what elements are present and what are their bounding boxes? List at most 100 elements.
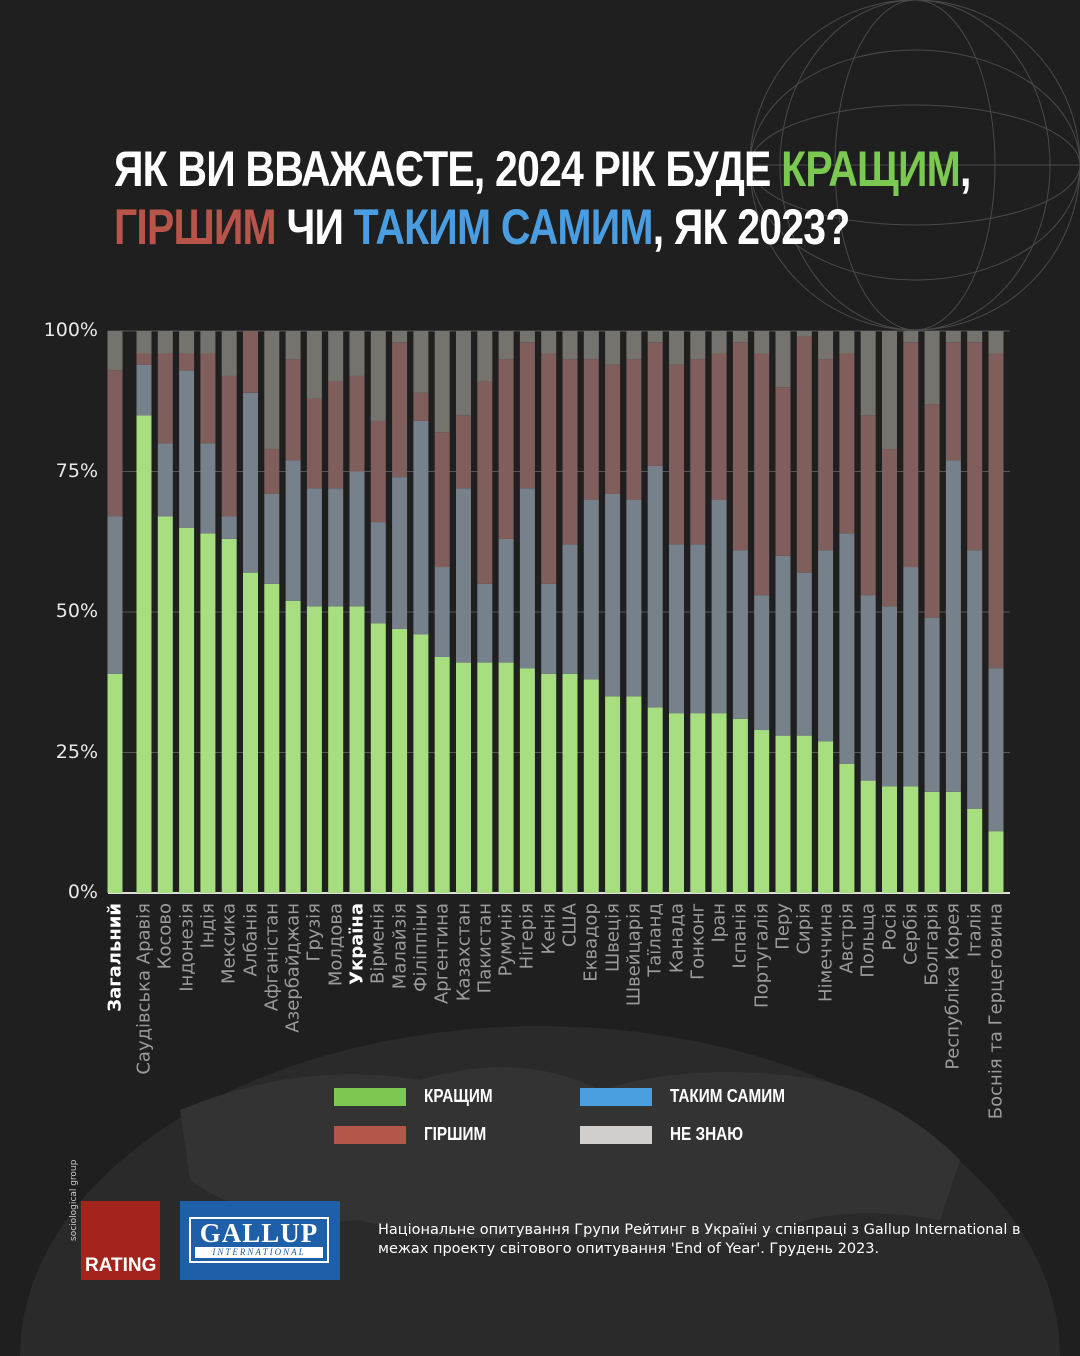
bar-segment-worse bbox=[243, 331, 258, 393]
bar-segment-dont-know bbox=[136, 331, 152, 354]
bar-segment-same bbox=[711, 499, 727, 714]
legend-swatch-worse bbox=[334, 1125, 406, 1144]
bar-segment-same bbox=[306, 488, 322, 607]
x-category-label: Вірменія bbox=[367, 903, 389, 985]
x-category-label: Казахстан bbox=[453, 903, 474, 1002]
x-category-label: Португалія bbox=[751, 903, 773, 1008]
bar-segment-worse bbox=[583, 359, 599, 500]
bar-segment-better bbox=[711, 713, 727, 893]
x-category-label: Таїланд bbox=[644, 903, 666, 977]
bar-segment-dont-know bbox=[157, 331, 173, 354]
bar-segment-dont-know bbox=[967, 331, 983, 343]
bar-segment-dont-know bbox=[221, 331, 237, 376]
bar-segment-same bbox=[107, 516, 123, 674]
bar-segment-better bbox=[456, 662, 471, 893]
bar-segment-dont-know bbox=[903, 331, 919, 343]
bar-segment-better bbox=[136, 415, 152, 893]
bar-segment-better bbox=[243, 572, 258, 893]
bar-segment-same bbox=[179, 370, 195, 528]
x-category-label: Австрія bbox=[836, 903, 858, 974]
x-category-label: Афганістан bbox=[261, 903, 283, 1012]
legend-swatch-dont-know bbox=[580, 1125, 652, 1144]
bar-segment-same bbox=[924, 617, 940, 792]
bar-segment-dont-know bbox=[413, 331, 429, 393]
bar-segment-same bbox=[647, 465, 663, 708]
bar-segment-same bbox=[669, 544, 684, 714]
bar-segment-same bbox=[754, 595, 770, 731]
bar-segment-same bbox=[498, 538, 514, 663]
legend-swatch-same bbox=[580, 1087, 652, 1106]
title-worse-word: ГІРШИМ bbox=[114, 199, 277, 255]
x-category-label: Румунія bbox=[495, 903, 517, 977]
bar-segment-same bbox=[349, 471, 365, 607]
x-category-label: Республіка Корея bbox=[942, 903, 964, 1070]
bar-segment-dont-know bbox=[434, 331, 450, 433]
x-category-label: Болгарія bbox=[921, 903, 943, 986]
bar-segment-worse bbox=[456, 415, 471, 489]
bar-segment-same bbox=[541, 583, 557, 674]
bar-segment-worse bbox=[392, 342, 408, 478]
bar-segment-worse bbox=[157, 353, 173, 444]
bar-segment-better bbox=[626, 696, 642, 893]
x-category-label: Боснія та Герцеговина bbox=[985, 903, 1007, 1120]
x-category-label: Польща bbox=[857, 903, 879, 978]
bar-segment-worse bbox=[107, 370, 123, 517]
bar-segment-dont-know bbox=[306, 331, 322, 399]
bar-segment-same bbox=[860, 595, 876, 781]
bar-segment-same bbox=[264, 493, 280, 584]
bar-segment-better bbox=[818, 741, 834, 893]
x-category-label: Грузія bbox=[303, 903, 325, 962]
bar-segment-same bbox=[157, 443, 173, 517]
title-same-word: ТАКИМ САМИМ bbox=[353, 199, 654, 255]
bar-segment-same bbox=[839, 533, 855, 764]
bar-segment-dont-know bbox=[456, 331, 471, 416]
bar-segment-worse bbox=[647, 342, 663, 466]
bar-segment-better bbox=[221, 538, 237, 893]
x-category-label: Аргентина bbox=[431, 903, 453, 1005]
bar-segment-worse bbox=[179, 353, 195, 371]
x-category-label: Азербайджан bbox=[282, 903, 304, 1033]
x-category-label: Малайзія bbox=[389, 903, 411, 990]
bar-segment-dont-know bbox=[392, 331, 408, 343]
bar-segment-worse bbox=[328, 381, 344, 489]
bar-segment-worse bbox=[775, 387, 791, 556]
bar-segment-dont-know bbox=[647, 331, 663, 343]
bar-segment-same bbox=[477, 583, 493, 663]
bar-segment-better bbox=[477, 662, 493, 893]
bar-segment-better bbox=[732, 718, 748, 893]
bar-segment-same bbox=[732, 550, 748, 719]
x-category-label: Філіппіни bbox=[410, 903, 432, 993]
bar-segment-worse bbox=[562, 359, 578, 545]
x-category-label: Росія bbox=[879, 903, 900, 951]
bar-segment-better bbox=[392, 628, 408, 893]
bar-segment-dont-know bbox=[200, 331, 216, 354]
bar-segment-better bbox=[306, 606, 322, 893]
legend-item-dont-know: НЕ ЗНАЮ bbox=[580, 1124, 756, 1145]
bar-segment-better bbox=[583, 679, 599, 893]
x-category-label: Італія bbox=[964, 903, 986, 958]
bar-segment-better bbox=[669, 713, 684, 893]
bar-segment-dont-know bbox=[107, 331, 123, 371]
bar-segment-better bbox=[647, 707, 663, 893]
bar-segment-better bbox=[285, 600, 301, 893]
x-category-label: Сербія bbox=[900, 903, 922, 965]
bar-segment-dont-know bbox=[370, 331, 386, 421]
x-category-label: Німеччина bbox=[815, 903, 837, 1002]
bar-segment-worse bbox=[711, 353, 727, 500]
bar-segment-same bbox=[796, 572, 812, 736]
bar-segment-worse bbox=[349, 375, 365, 472]
y-tick-label: 75% bbox=[55, 459, 98, 482]
bar-segment-same bbox=[413, 420, 429, 635]
bar-segment-worse bbox=[924, 404, 940, 618]
bar-segment-better bbox=[519, 668, 535, 893]
bar-segment-same bbox=[136, 364, 152, 416]
x-category-label: Еквадор bbox=[580, 903, 602, 982]
bar-segment-same bbox=[285, 460, 301, 601]
bar-segment-dont-know bbox=[583, 331, 599, 360]
bar-segment-better bbox=[860, 780, 876, 893]
bar-segment-dont-know bbox=[562, 331, 578, 360]
bar-segment-dont-know bbox=[860, 331, 876, 416]
bar-segment-better bbox=[754, 730, 770, 893]
rating-logo: sociological group RATING bbox=[69, 1160, 160, 1280]
bar-segment-dont-know bbox=[541, 331, 557, 354]
